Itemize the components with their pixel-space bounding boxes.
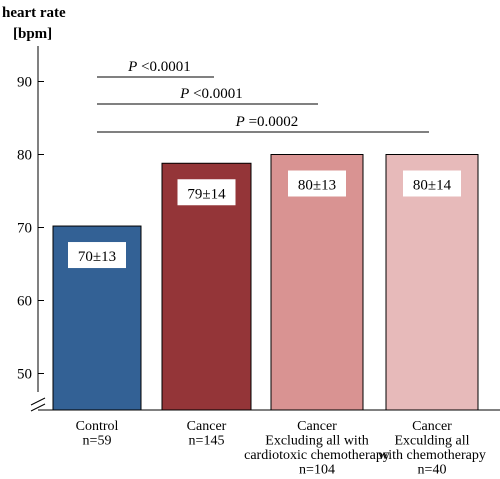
data-label: 70±13 [78, 249, 116, 265]
category-label: cardiotoxic chemotherapy [244, 448, 390, 463]
data-label: 80±13 [298, 178, 336, 194]
category-label: n=59 [83, 434, 112, 449]
data-label-box [177, 179, 236, 206]
data-label: 80±14 [413, 178, 452, 194]
category-label: Cancer [412, 419, 452, 434]
category-label: n=104 [299, 463, 335, 478]
p-value-label: P <0.0001 [127, 59, 191, 75]
category-label: n=40 [418, 463, 447, 478]
bar [385, 154, 479, 411]
data-label-box [68, 242, 126, 269]
category-label: Control [76, 419, 119, 434]
category-label: Cancer [187, 419, 227, 434]
category-label: Exculding all [394, 434, 469, 449]
data-labels: 70±13 79±14 80±13 80±14 [68, 170, 461, 269]
category-label: n=145 [189, 434, 225, 449]
y-tick-label: 60 [17, 294, 32, 310]
significance-brackets: P <0.0001 P <0.0001 P =0.0002 [97, 59, 429, 133]
axis-break-mark [30, 397, 46, 406]
y-tick-label: 90 [17, 75, 32, 91]
p-value-label: P =0.0002 [235, 114, 299, 130]
bar [270, 154, 364, 411]
y-tick-label: 70 [17, 221, 32, 237]
p-value-label: P <0.0001 [179, 86, 243, 102]
y-axis-label-line-1: heart rate [2, 5, 66, 21]
data-label-box [288, 170, 346, 197]
category-label: with chemotherapy [378, 448, 486, 463]
y-tick-label: 50 [17, 367, 32, 383]
y-axis-label-line-2: [bpm] [13, 26, 52, 42]
data-label: 79±14 [187, 186, 226, 202]
category-label: Excluding all with [265, 434, 368, 449]
axis-break-mark [30, 403, 46, 412]
category-label: Cancer [297, 419, 337, 434]
data-label-box [403, 170, 461, 197]
y-tick-label: 80 [17, 148, 32, 164]
